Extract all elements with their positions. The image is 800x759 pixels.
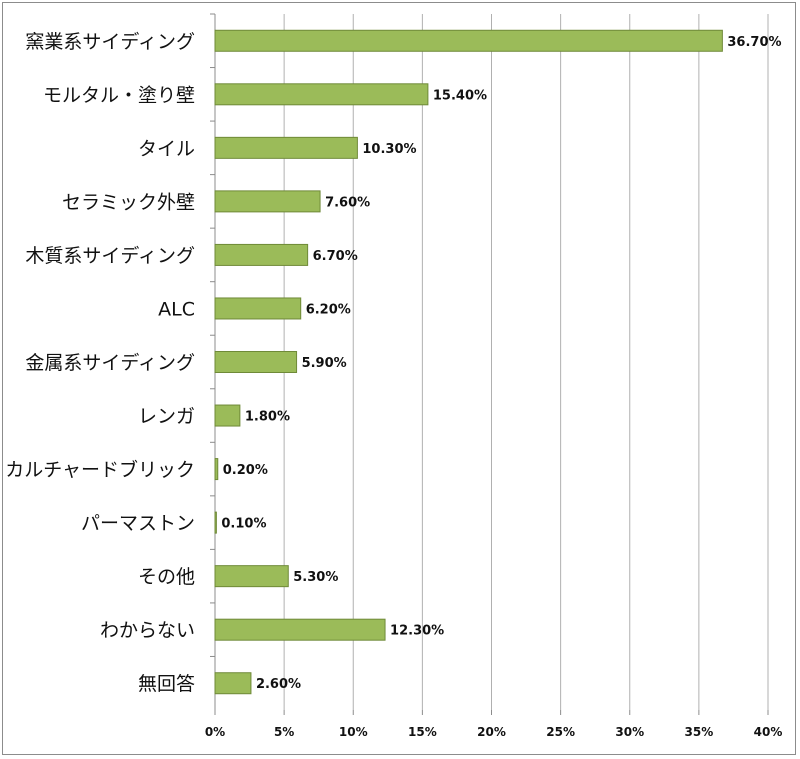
value-label: 5.90% bbox=[302, 356, 347, 371]
category-label: セラミック外壁 bbox=[62, 191, 195, 213]
bar-9 bbox=[214, 511, 217, 534]
category-label: ALC bbox=[158, 298, 195, 320]
bar-0 bbox=[214, 29, 723, 52]
bar-4 bbox=[214, 243, 309, 266]
value-label: 6.20% bbox=[306, 302, 351, 317]
x-tick-label: 35% bbox=[685, 725, 714, 739]
bar-10 bbox=[214, 565, 289, 588]
value-label: 5.30% bbox=[293, 570, 338, 585]
category-label: タイル bbox=[138, 138, 195, 160]
category-label: 金属系サイディング bbox=[25, 352, 195, 374]
bar-3 bbox=[214, 190, 321, 213]
x-tick-label: 25% bbox=[546, 725, 575, 739]
category-label: モルタル・塗り壁 bbox=[43, 83, 195, 106]
bar-7 bbox=[214, 404, 241, 427]
bar-2 bbox=[214, 136, 358, 159]
x-tick-label: 15% bbox=[408, 725, 437, 739]
value-label: 1.80% bbox=[245, 410, 290, 425]
bar-6 bbox=[214, 351, 298, 373]
category-label: 窯業系サイディング bbox=[25, 31, 195, 53]
category-label: 木質系サイディング bbox=[25, 245, 195, 267]
x-tick-label: 30% bbox=[615, 725, 644, 739]
category-label: カルチャードブリック bbox=[5, 458, 195, 481]
value-label: 12.30% bbox=[390, 624, 444, 639]
category-label: パーマストン bbox=[81, 513, 195, 535]
value-label: 10.30% bbox=[362, 142, 416, 157]
category-label: レンガ bbox=[138, 406, 195, 428]
bar-1 bbox=[214, 83, 429, 106]
value-label: 2.60% bbox=[256, 677, 301, 692]
value-label: 0.20% bbox=[223, 463, 268, 478]
category-label: 無回答 bbox=[138, 673, 195, 695]
x-tick-label: 20% bbox=[477, 725, 506, 739]
value-label: 15.40% bbox=[433, 88, 487, 103]
x-tick-label: 5% bbox=[274, 725, 294, 739]
x-tick-label: 10% bbox=[339, 725, 368, 739]
x-tick-label: 40% bbox=[754, 725, 783, 739]
value-label: 36.70% bbox=[727, 35, 781, 50]
value-label: 6.70% bbox=[313, 249, 358, 264]
bar-11 bbox=[214, 618, 386, 641]
x-tick-label: 0% bbox=[205, 725, 225, 739]
category-label: わからない bbox=[100, 620, 195, 642]
value-label: 7.60% bbox=[325, 195, 370, 210]
bar-8 bbox=[214, 458, 219, 481]
bar-12 bbox=[214, 672, 252, 695]
bar-5 bbox=[214, 297, 302, 320]
value-label: 0.10% bbox=[221, 517, 266, 532]
category-label: その他 bbox=[138, 566, 195, 588]
